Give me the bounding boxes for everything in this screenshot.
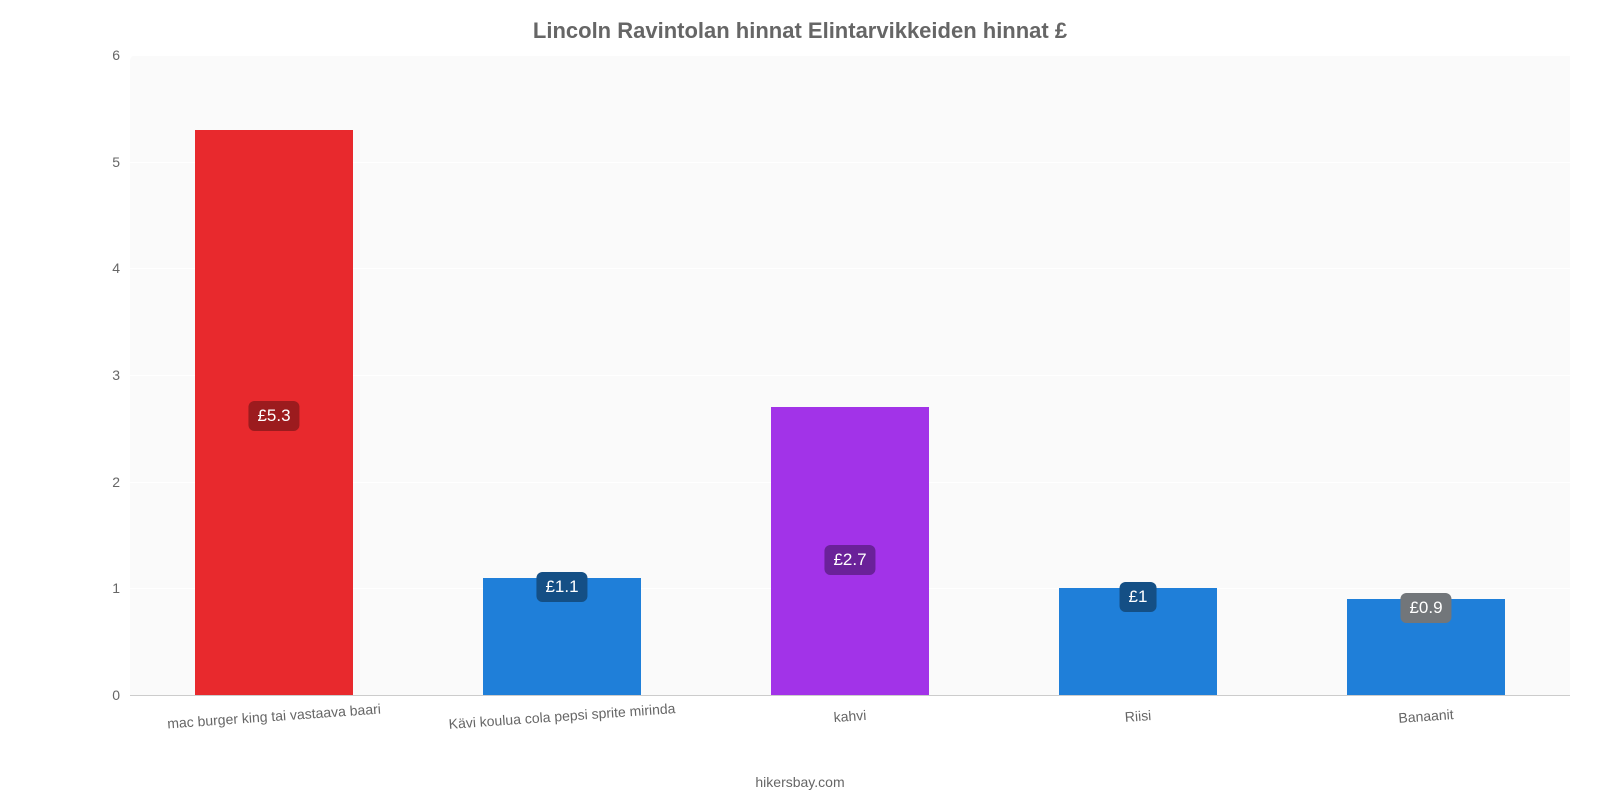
x-axis-labels: mac burger king tai vastaava baari Kävi k… xyxy=(130,700,1570,760)
bar-value-label: £1.1 xyxy=(536,572,587,602)
credit-text: hikersbay.com xyxy=(0,774,1600,790)
xtick-label: kahvi xyxy=(833,707,867,725)
axis-baseline xyxy=(130,695,1570,696)
xtick-label: Riisi xyxy=(1124,707,1152,725)
bar: £1 xyxy=(1059,588,1217,695)
bar: £2.7 xyxy=(771,407,929,695)
xtick-label: Kävi koulua cola pepsi sprite mirinda xyxy=(448,700,676,732)
ytick-label: 5 xyxy=(112,154,120,170)
xtick-label: Banaanit xyxy=(1398,706,1454,726)
chart-title: Lincoln Ravintolan hinnat Elintarvikkeid… xyxy=(0,0,1600,44)
xtick-label: mac burger king tai vastaava baari xyxy=(167,701,382,732)
bar-value-label: £1 xyxy=(1120,582,1157,612)
ytick-label: 1 xyxy=(112,580,120,596)
ytick-label: 3 xyxy=(112,367,120,383)
bar: £0.9 xyxy=(1347,599,1505,695)
plot-area: 0123456£5.3£1.1£2.7£1£0.9 xyxy=(130,55,1570,695)
ytick-label: 4 xyxy=(112,260,120,276)
ytick-label: 6 xyxy=(112,47,120,63)
ytick-label: 0 xyxy=(112,687,120,703)
bar: £5.3 xyxy=(195,130,353,695)
bar-value-label: £2.7 xyxy=(824,545,875,575)
bar: £1.1 xyxy=(483,578,641,695)
ytick-label: 2 xyxy=(112,474,120,490)
gridline xyxy=(130,55,1570,56)
bar-value-label: £5.3 xyxy=(248,401,299,431)
bar-value-label: £0.9 xyxy=(1400,593,1451,623)
